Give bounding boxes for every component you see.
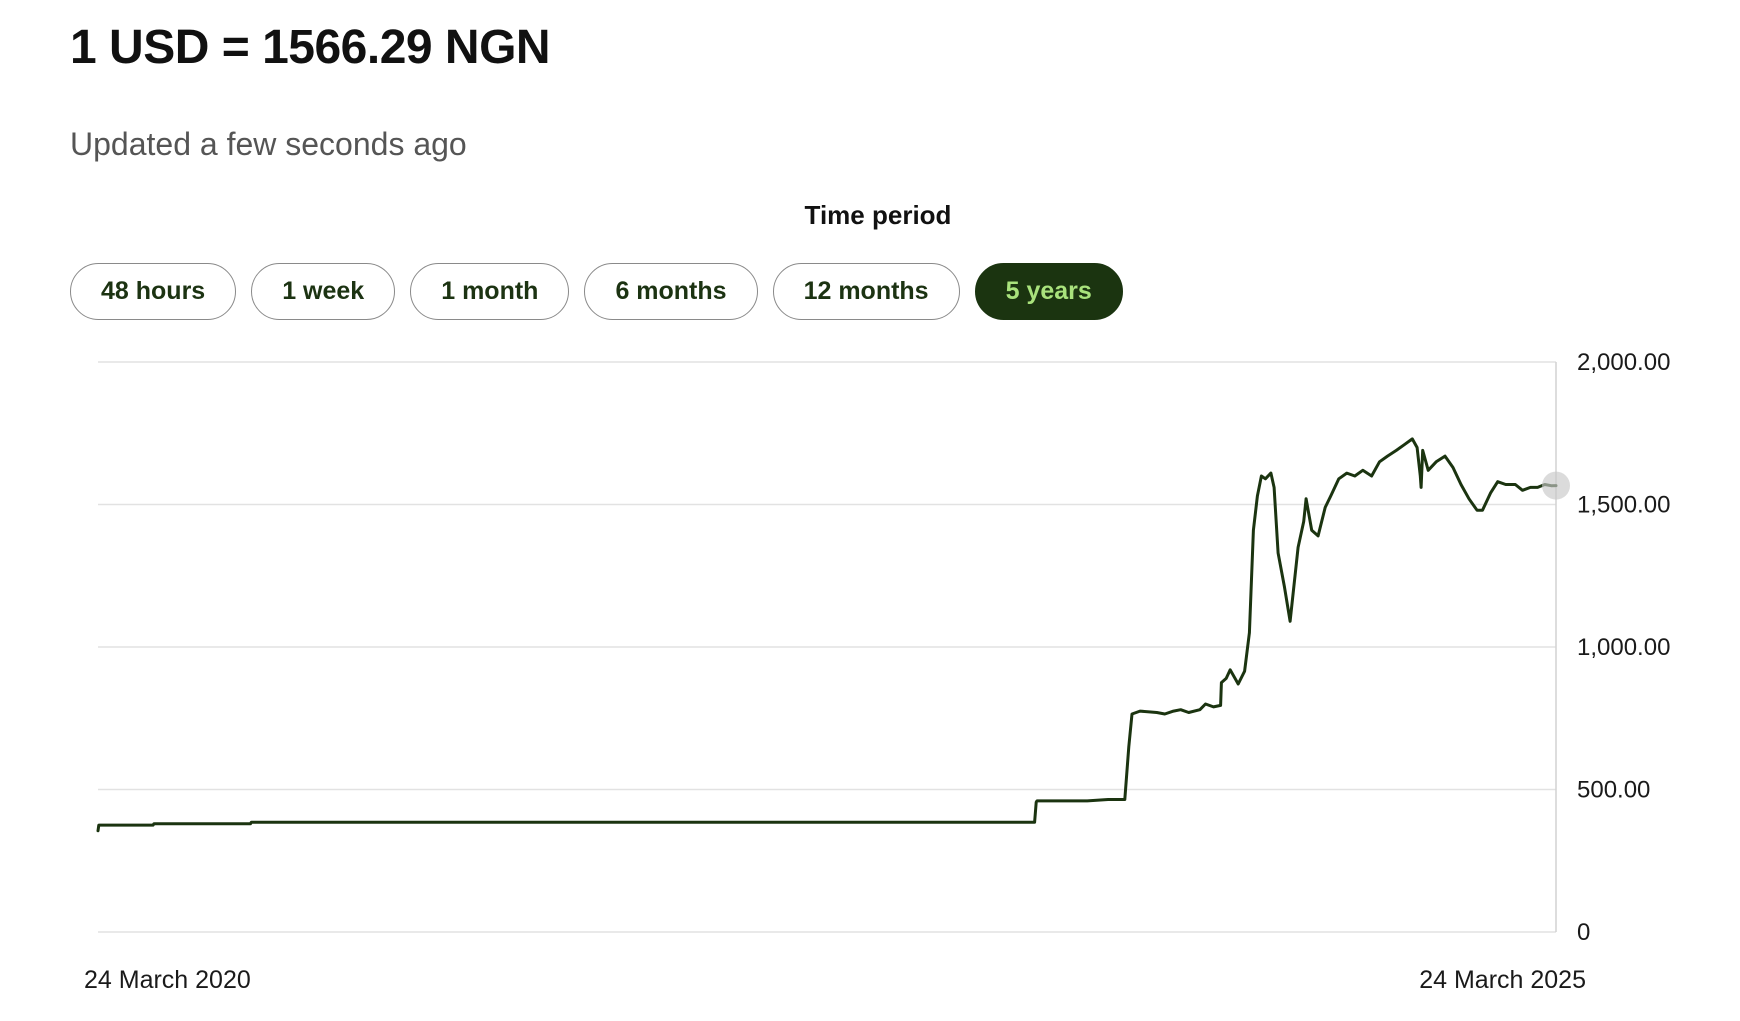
current-value-marker[interactable] xyxy=(1542,471,1570,500)
y-tick-label: 0 xyxy=(1577,919,1590,946)
y-tick-label: 1,000.00 xyxy=(1577,634,1670,661)
x-tick-label-end: 24 March 2025 xyxy=(1419,966,1586,994)
y-tick-label: 1,500.00 xyxy=(1577,492,1670,519)
period-button-48-hours[interactable]: 48 hours xyxy=(70,263,237,320)
x-axis-tick-labels: 24 March 2020 24 March 2025 xyxy=(84,966,1586,994)
chart-series xyxy=(96,437,1558,833)
period-button-1-month[interactable]: 1 month xyxy=(410,263,570,320)
y-tick-label: 500.00 xyxy=(1577,777,1650,804)
x-tick-label-start: 24 March 2020 xyxy=(84,966,251,994)
updated-timestamp: Updated a few seconds ago xyxy=(70,126,467,162)
time-period-heading: Time period xyxy=(804,200,952,230)
period-button-1-week[interactable]: 1 week xyxy=(251,263,396,320)
period-button-12-months[interactable]: 12 months xyxy=(772,263,960,320)
exchange-rate-title: 1 USD = 1566.29 NGN xyxy=(70,21,551,74)
y-axis-tick-labels: 0 500.00 1,000.00 1,500.00 2,000.00 xyxy=(1577,349,1670,946)
y-tick-label: 2,000.00 xyxy=(1577,349,1670,376)
period-button-6-months[interactable]: 6 months xyxy=(584,263,758,320)
series-line xyxy=(96,437,1558,833)
period-button-5-years[interactable]: 5 years xyxy=(974,263,1123,320)
chart-gridlines xyxy=(98,361,1556,933)
time-period-selector: 48 hours 1 week 1 month 6 months 12 mont… xyxy=(70,263,1123,320)
chart-current-marker[interactable] xyxy=(1542,471,1570,500)
